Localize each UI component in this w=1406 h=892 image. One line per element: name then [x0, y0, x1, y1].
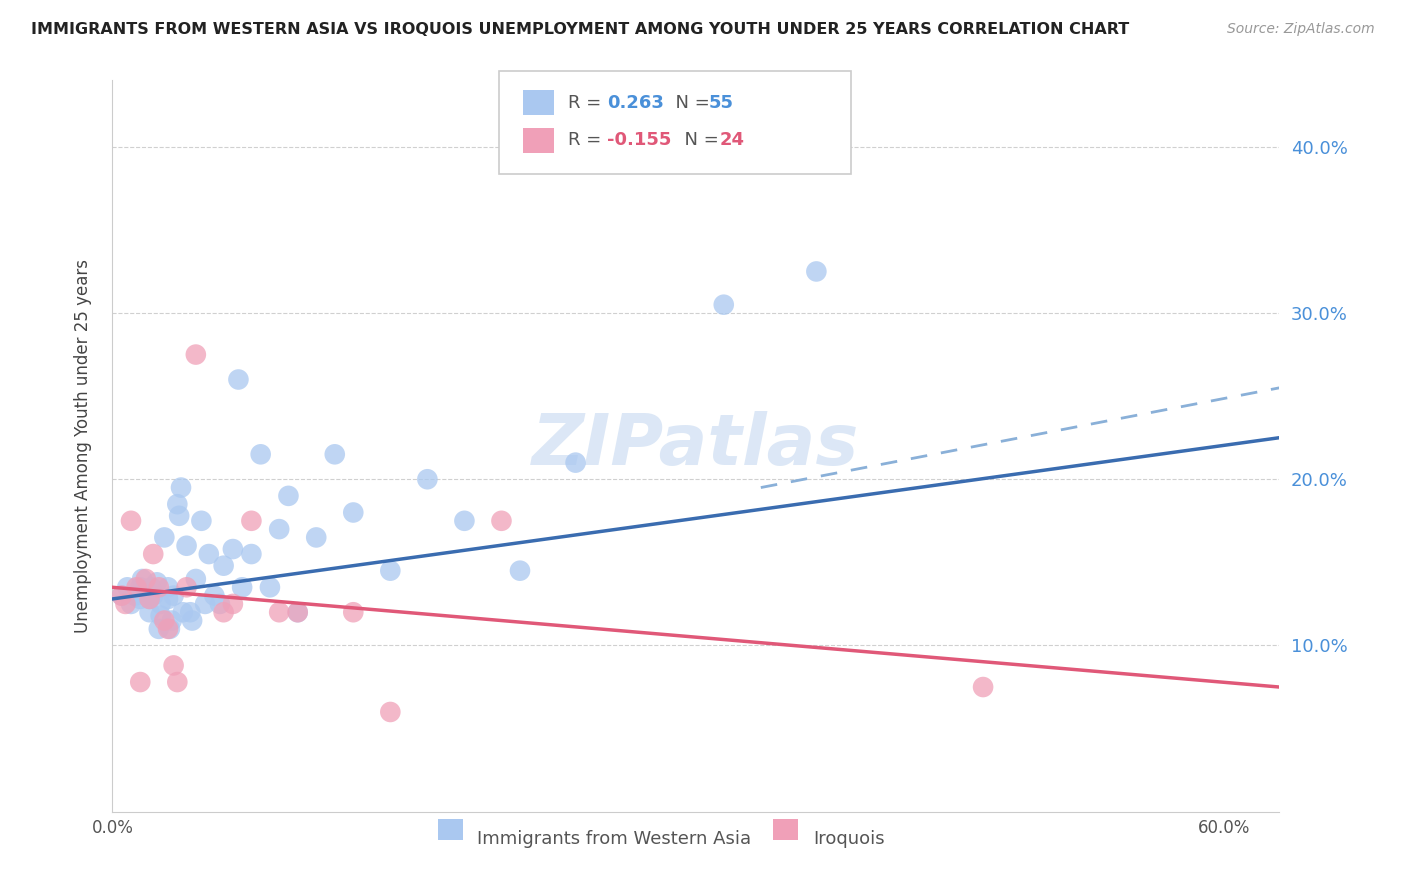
- Point: [159, 622, 181, 636]
- Point: [124, 589, 146, 603]
- Point: [125, 580, 148, 594]
- Point: [176, 580, 198, 594]
- Point: [198, 547, 221, 561]
- Text: ZIPatlas: ZIPatlas: [533, 411, 859, 481]
- Point: [184, 572, 207, 586]
- Point: [160, 614, 183, 628]
- Point: [222, 542, 245, 557]
- Point: [380, 705, 402, 719]
- Point: [135, 585, 157, 599]
- Text: 0.263: 0.263: [607, 94, 664, 112]
- Text: Source: ZipAtlas.com: Source: ZipAtlas.com: [1227, 22, 1375, 37]
- Text: 24: 24: [720, 131, 745, 149]
- Point: [120, 597, 142, 611]
- Point: [111, 589, 134, 603]
- Point: [202, 589, 225, 603]
- Point: [162, 589, 184, 603]
- Point: [212, 558, 235, 573]
- Point: [162, 658, 184, 673]
- Point: [148, 580, 170, 594]
- Point: [342, 605, 364, 619]
- Point: [259, 580, 281, 594]
- Point: [157, 591, 180, 606]
- Point: [129, 591, 152, 606]
- Point: [129, 675, 152, 690]
- Point: [228, 372, 250, 386]
- Point: [491, 514, 513, 528]
- Point: [167, 508, 190, 523]
- Point: [208, 597, 231, 611]
- Point: [131, 572, 153, 586]
- Point: [138, 605, 160, 619]
- Point: [713, 298, 735, 312]
- Point: [157, 622, 180, 636]
- Point: [138, 591, 160, 606]
- Point: [138, 591, 160, 606]
- Point: [806, 264, 828, 278]
- Point: [240, 547, 263, 561]
- Point: [148, 622, 170, 636]
- Point: [149, 608, 172, 623]
- Text: -0.155: -0.155: [607, 131, 672, 149]
- Point: [416, 472, 439, 486]
- Text: R =: R =: [568, 94, 607, 112]
- Point: [269, 522, 291, 536]
- Point: [287, 605, 309, 619]
- Point: [135, 572, 157, 586]
- Point: [231, 580, 253, 594]
- Text: N =: N =: [664, 94, 716, 112]
- Point: [222, 597, 245, 611]
- Point: [142, 589, 165, 603]
- Text: 55: 55: [709, 94, 734, 112]
- Point: [181, 614, 204, 628]
- Point: [194, 597, 217, 611]
- Point: [509, 564, 531, 578]
- Point: [120, 514, 142, 528]
- Point: [176, 539, 198, 553]
- Point: [287, 605, 309, 619]
- Point: [305, 530, 328, 544]
- Y-axis label: Unemployment Among Youth under 25 years: Unemployment Among Youth under 25 years: [73, 259, 91, 633]
- Point: [142, 547, 165, 561]
- Point: [323, 447, 346, 461]
- Point: [380, 564, 402, 578]
- Point: [114, 597, 136, 611]
- Point: [453, 514, 475, 528]
- Point: [564, 456, 586, 470]
- Point: [269, 605, 291, 619]
- Point: [179, 605, 201, 619]
- Point: [149, 597, 172, 611]
- Text: R =: R =: [568, 131, 607, 149]
- Point: [190, 514, 212, 528]
- Point: [117, 580, 139, 594]
- Point: [153, 614, 176, 628]
- Point: [184, 347, 207, 362]
- Point: [172, 605, 194, 619]
- Point: [166, 497, 188, 511]
- Point: [157, 580, 180, 594]
- Point: [166, 675, 188, 690]
- Point: [972, 680, 994, 694]
- Point: [249, 447, 271, 461]
- Point: [146, 575, 169, 590]
- Point: [240, 514, 263, 528]
- Legend: Immigrants from Western Asia, Iroquois: Immigrants from Western Asia, Iroquois: [429, 819, 893, 857]
- Point: [170, 481, 193, 495]
- Text: N =: N =: [673, 131, 725, 149]
- Point: [141, 580, 163, 594]
- Point: [111, 589, 134, 603]
- Point: [212, 605, 235, 619]
- Point: [153, 530, 176, 544]
- Point: [277, 489, 299, 503]
- Point: [129, 580, 152, 594]
- Text: IMMIGRANTS FROM WESTERN ASIA VS IROQUOIS UNEMPLOYMENT AMONG YOUTH UNDER 25 YEARS: IMMIGRANTS FROM WESTERN ASIA VS IROQUOIS…: [31, 22, 1129, 37]
- Point: [342, 506, 364, 520]
